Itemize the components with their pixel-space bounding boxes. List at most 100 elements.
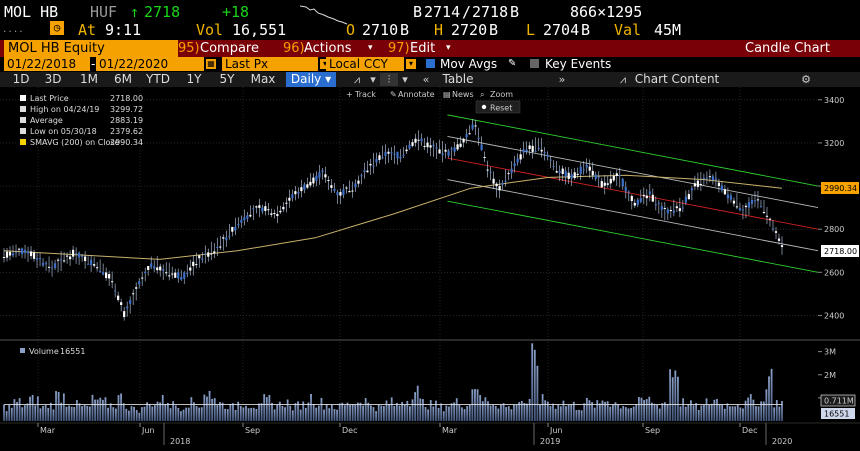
price-field-dropdown-icon[interactable]: ▾: [320, 59, 330, 69]
candle-body: [471, 124, 474, 129]
volume-bar: [710, 403, 713, 421]
currency-dropdown-icon[interactable]: ▾: [406, 59, 416, 69]
candle-body: [321, 170, 324, 173]
volume-bar: [781, 401, 783, 421]
volume-bar: [242, 407, 245, 421]
volume-bar: [637, 397, 640, 421]
price-tick-4: 2600: [824, 268, 844, 277]
calendar-icon[interactable]: ▦: [206, 59, 216, 69]
candle-body: [56, 259, 60, 261]
candle-body: [381, 157, 384, 159]
channel-line-1: [447, 136, 819, 209]
candle-body: [183, 272, 186, 279]
volume-bar: [52, 409, 55, 421]
period-1m[interactable]: 1M: [80, 72, 98, 86]
volume-bar: [653, 403, 656, 421]
security-field[interactable]: MOL HB Equity: [4, 40, 178, 57]
candle-body: [633, 202, 636, 206]
candle-body: [516, 158, 519, 163]
volume-bar: [598, 403, 601, 421]
period-5y[interactable]: 5Y: [219, 72, 235, 86]
actions-menu[interactable]: Actions: [304, 41, 352, 56]
channel-line-3: [447, 179, 819, 252]
edit-menu[interactable]: Edit: [410, 41, 436, 56]
track-icon[interactable]: +: [346, 90, 353, 99]
key-events-checkbox[interactable]: [530, 59, 539, 68]
volume-bar: [291, 410, 294, 421]
volume-bar: [476, 389, 479, 421]
candle-body: [399, 156, 402, 159]
period-ytd[interactable]: YTD: [146, 72, 170, 86]
candle-body: [489, 171, 492, 173]
candle-body: [621, 179, 624, 187]
track-tool[interactable]: Track: [354, 90, 376, 99]
candle-body: [765, 215, 769, 217]
period-max[interactable]: Max: [250, 72, 276, 86]
bid-prefix: B: [413, 3, 423, 21]
period-3d[interactable]: 3D: [44, 72, 62, 86]
mov-avgs-checkbox[interactable]: [426, 59, 435, 68]
candle-body: [165, 272, 168, 274]
expand-right-icon[interactable]: »: [558, 73, 566, 86]
period-1y[interactable]: 1Y: [186, 72, 202, 86]
zoom-icon[interactable]: ⌕: [480, 90, 484, 99]
end-date-field[interactable]: 01/22/2020: [96, 57, 204, 71]
candle-body: [363, 170, 366, 172]
candle-body: [29, 251, 33, 257]
candle-dropdown-icon[interactable]: ▾: [402, 73, 408, 86]
candle-body: [5, 251, 9, 258]
pencil-icon[interactable]: ✎: [508, 58, 517, 69]
candle-body: [579, 166, 582, 174]
zoom-tool[interactable]: Zoom: [490, 90, 513, 99]
candle-body: [255, 206, 258, 208]
volume-bar: [135, 409, 138, 421]
period-1d[interactable]: 1D: [12, 72, 30, 86]
candle-body: [549, 159, 552, 161]
news-icon[interactable]: ▤: [443, 90, 451, 99]
candle-body: [71, 249, 75, 257]
volume-bar: [114, 408, 117, 421]
volume-bar: [10, 407, 13, 421]
gear-icon[interactable]: ⚙: [801, 73, 811, 86]
chart-content-icon[interactable]: ⩘: [619, 73, 627, 86]
price-chart[interactable]: + Track ✎ Annotate ▤ News ⌕ Zoom Reset L…: [0, 87, 860, 451]
high-label: H: [434, 21, 444, 39]
volume-bar: [161, 394, 164, 421]
candle-body: [651, 194, 654, 202]
candle-body: [657, 202, 660, 204]
chart-content-button[interactable]: Chart Content: [634, 72, 720, 86]
edit-dropdown-icon[interactable]: ▾: [446, 43, 451, 53]
volume-bar: [570, 404, 573, 421]
price-field-select[interactable]: Last Px: [222, 57, 318, 71]
annotate-icon[interactable]: ✎: [390, 90, 397, 99]
volume-bar: [479, 395, 482, 421]
news-tool[interactable]: News: [452, 90, 474, 99]
candle-body: [327, 179, 330, 181]
reset-button[interactable]: [475, 100, 521, 114]
volume-bar: [518, 402, 521, 421]
compare-menu[interactable]: Compare: [200, 41, 259, 56]
actions-dropdown-icon[interactable]: ▾: [368, 43, 373, 53]
currency-select[interactable]: Local CCY: [326, 57, 404, 71]
volume-avg-tag: 0.711M: [820, 394, 856, 407]
line-chart-icon[interactable]: ⩘: [353, 73, 361, 86]
frequency-select[interactable]: Daily ▾: [286, 72, 336, 87]
period-6m[interactable]: 6M: [114, 72, 132, 86]
candle-body: [699, 183, 702, 185]
annotate-tool[interactable]: Annotate: [398, 90, 435, 99]
candle-body: [588, 166, 591, 171]
table-button[interactable]: Table: [442, 72, 474, 86]
volume-bar: [515, 404, 518, 421]
candle-body: [41, 262, 45, 266]
candle-body: [498, 186, 501, 191]
chart-style-dropdown-icon[interactable]: ▾: [370, 73, 376, 86]
candle-body: [276, 214, 279, 217]
candle-body: [252, 208, 255, 210]
candle-style-icon[interactable]: ⫶: [380, 73, 398, 86]
candle-body: [330, 185, 333, 188]
start-date-field[interactable]: 01/22/2018: [4, 57, 90, 71]
collapse-left-icon[interactable]: «: [422, 73, 430, 86]
candle-body: [597, 176, 600, 178]
volume-bar: [203, 394, 206, 421]
clock-icon[interactable]: ◷: [50, 21, 64, 35]
